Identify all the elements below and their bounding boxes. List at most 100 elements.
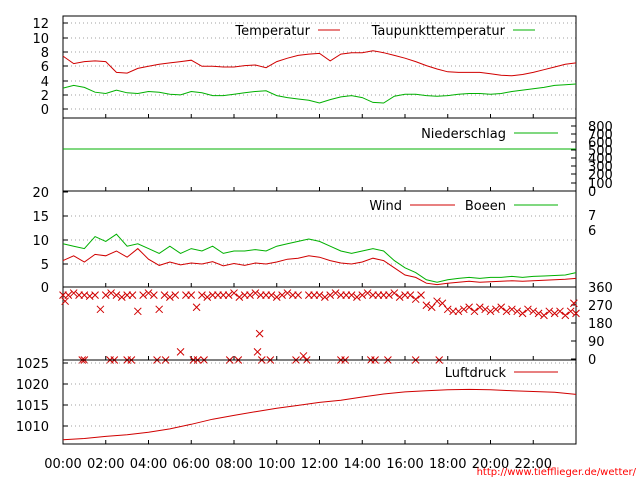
direction-point-90: [540, 311, 548, 320]
ytick-label-pressure-2: 1020: [16, 378, 49, 393]
legend-label-luftdruck: Luftdruck: [445, 366, 507, 381]
x-axis: 00:00 02:00 04:00 06:00 08:00 10:00 12:00 14:00…: [44, 457, 552, 472]
x-tick-label-11: 22:00: [515, 457, 552, 472]
ytick-label-pressure-1: 1015: [16, 399, 49, 414]
x-tick-label-4: 08:00: [215, 457, 252, 472]
ytick-label-wind-2: 10: [32, 234, 49, 249]
direction-point-54: [347, 291, 356, 299]
direction-point-10: [112, 291, 121, 299]
direction-point-9: [107, 289, 115, 297]
direction-point-19: [160, 291, 169, 299]
legend-label-boeen: Boeen: [465, 199, 506, 214]
direction-point-15: [139, 291, 148, 299]
direction-point-80: [486, 307, 495, 316]
direction-point-48: [315, 291, 324, 299]
direction-point-86: [518, 309, 527, 318]
direction-point-27: [203, 293, 212, 301]
direction-point-11: [117, 293, 126, 301]
ytick-label-temperature-6: 12: [32, 17, 49, 32]
direction-point-31: [224, 291, 233, 299]
ytick-label-precipitation-6: 600: [588, 136, 613, 151]
direction-point-20: [166, 293, 174, 301]
direction-point-24: [187, 291, 196, 299]
direction-point-96: [572, 309, 580, 318]
direction-point-39: [267, 291, 276, 299]
direction-point-41: [278, 291, 286, 299]
ytick-label-wind-direction-1: 90: [588, 335, 605, 350]
direction-point-93: [556, 307, 564, 316]
direction-point-66: [411, 295, 420, 304]
direction-point-51: [331, 289, 340, 297]
x-tick-label-9: 18:00: [429, 457, 466, 472]
x-tick-label-0: 00:00: [44, 457, 81, 472]
direction-point-85: [513, 307, 522, 316]
direction-point-13: [128, 291, 137, 299]
ytick-label-wind-1: 5: [41, 258, 49, 273]
ytick-label-wind-direction-0: 0: [588, 353, 596, 368]
direction-point-84: [508, 305, 516, 314]
right-label-wind-0: 7: [588, 209, 596, 224]
panel-wind-direction: 0 90 180 270 360: [59, 281, 613, 368]
ytick-label-temperature-2: 4: [41, 75, 49, 90]
ytick-label-wind-direction-3: 270: [588, 299, 613, 314]
direction-point-61: [385, 291, 393, 299]
series-line-taupunkttemperatur: [62, 83, 577, 104]
x-tick-label-7: 14:00: [344, 457, 381, 472]
direction-point-14: [133, 307, 142, 316]
ytick-label-wind-direction-4: 360: [588, 281, 613, 296]
direction-point-74: [454, 307, 463, 316]
direction-point-88: [529, 307, 538, 316]
direction-point-36: [251, 289, 260, 297]
direction-point-2: [69, 289, 78, 297]
direction-point-17: [149, 291, 158, 299]
ytick-label-precipitation-1: 100: [588, 177, 613, 192]
ytick-label-temperature-3: 6: [41, 60, 49, 75]
direction-point-72: [443, 305, 452, 314]
ytick-label-precipitation-0: 0: [588, 185, 596, 200]
x-tick-label-5: 10:00: [258, 457, 295, 472]
direction-point-94: [561, 311, 570, 320]
direction-point-87: [524, 305, 532, 314]
direction-point-8: [101, 291, 110, 299]
legend-label-wind: Wind: [369, 199, 402, 214]
legend-label-taupunkttemperatur: Taupunkttemperatur: [371, 24, 506, 39]
direction-point-92: [550, 309, 559, 318]
direction-point-21: [171, 291, 180, 299]
series-line-wind: [62, 247, 577, 286]
direction-extra-point-27: [570, 299, 578, 308]
direction-point-65: [406, 291, 415, 299]
direction-point-45: [299, 352, 308, 360]
direction-point-16: [144, 289, 153, 297]
panel-pressure: 1010 1015 1020 1025: [16, 357, 577, 445]
ytick-label-temperature-4: 8: [41, 46, 49, 61]
legend-precipitation: Niederschlag: [421, 127, 558, 142]
direction-point-26: [198, 291, 206, 299]
panel-wind: 0 5 10 15 20 76: [32, 186, 596, 296]
direction-extra-point-25: [255, 329, 264, 338]
direction-point-33: [235, 293, 244, 301]
source-url[interactable]: http://www.tiefflieger.de/wetter/: [477, 467, 637, 478]
x-tick-label-10: 20:00: [472, 457, 509, 472]
direction-extra-point-0: [61, 297, 69, 306]
series-line-boeen: [62, 233, 577, 283]
ytick-label-pressure-3: 1025: [16, 357, 49, 372]
direction-point-63: [395, 293, 404, 301]
direction-point-95: [566, 307, 575, 316]
direction-point-68: [422, 301, 431, 310]
series-line-luftdruck: [62, 388, 577, 441]
x-tick-label-8: 16:00: [386, 457, 423, 472]
legend-pressure: Luftdruck: [445, 366, 558, 381]
direction-point-22: [176, 348, 185, 356]
legend-label-niederschlag: Niederschlag: [421, 127, 506, 142]
direction-point-62: [390, 289, 399, 297]
ytick-label-temperature-5: 10: [32, 32, 49, 47]
direction-point-32: [230, 289, 238, 297]
ytick-label-precipitation-2: 200: [588, 168, 613, 183]
direction-point-1: [64, 291, 73, 299]
ytick-label-precipitation-5: 500: [588, 144, 613, 159]
ytick-label-pressure-0: 1010: [16, 420, 49, 435]
direction-point-35: [246, 291, 254, 299]
